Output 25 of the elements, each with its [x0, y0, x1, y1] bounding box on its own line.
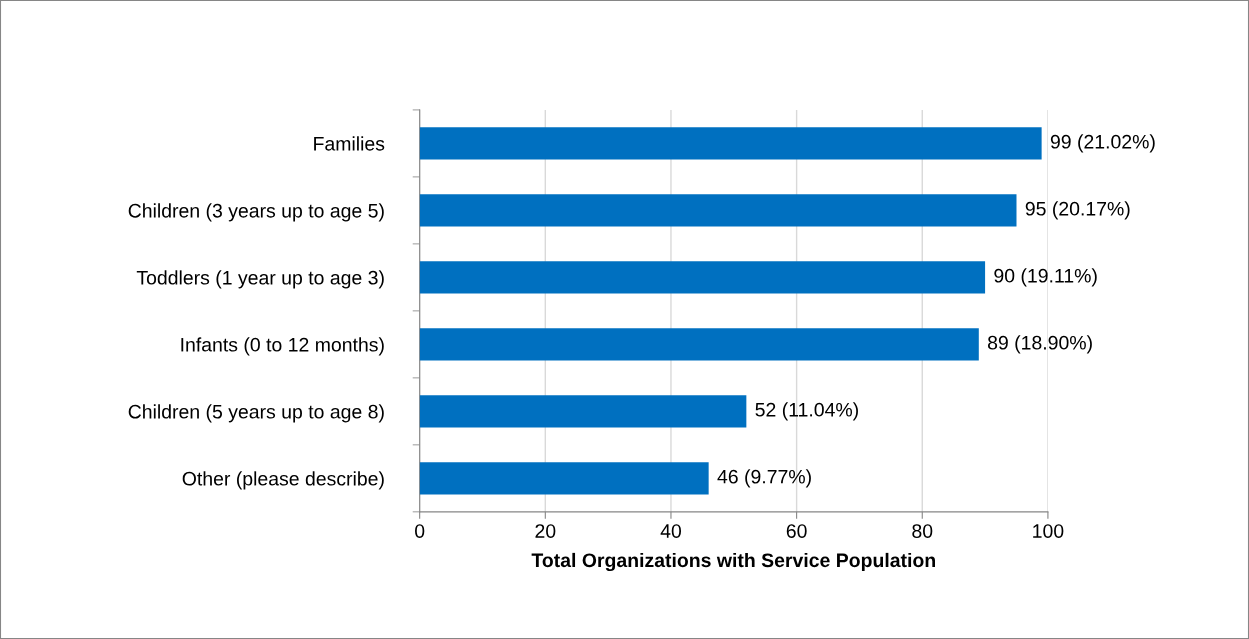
x-tick-label: 60: [786, 524, 807, 538]
data-label: 99 (21.02%): [1050, 134, 1155, 153]
bar: [419, 127, 1042, 160]
x-axis-title: Total Organizations with Service Population: [531, 552, 935, 572]
x-tick-label: 100: [1033, 524, 1064, 538]
x-tick-label: 40: [660, 524, 682, 538]
x-tick-label: 0: [415, 524, 425, 538]
bar: [419, 462, 709, 495]
bar: [419, 261, 986, 294]
y-tick-label: Children (3 years up to age 5): [128, 203, 384, 222]
y-tick-label: Children (5 years up to age 8): [128, 404, 384, 423]
bar: [419, 194, 1017, 227]
x-tick-label: 80: [912, 524, 933, 538]
bar: [419, 328, 979, 361]
data-label: 52 (11.04%): [755, 402, 858, 421]
data-label: 90 (19.11%): [994, 268, 1097, 287]
y-tick-label: Toddlers (1 year up to age 3): [136, 270, 384, 289]
bar: [419, 395, 747, 428]
x-tick-label: 20: [535, 524, 556, 538]
data-label: 89 (18.90%): [987, 335, 1092, 354]
y-tick-label: Other (please describe): [182, 471, 384, 490]
data-label: 46 (9.77%): [717, 469, 811, 488]
y-tick-label: Families: [314, 136, 385, 151]
y-tick-label: Infants (0 to 12 months): [181, 337, 384, 356]
data-label: 95 (20.17%): [1025, 201, 1130, 220]
